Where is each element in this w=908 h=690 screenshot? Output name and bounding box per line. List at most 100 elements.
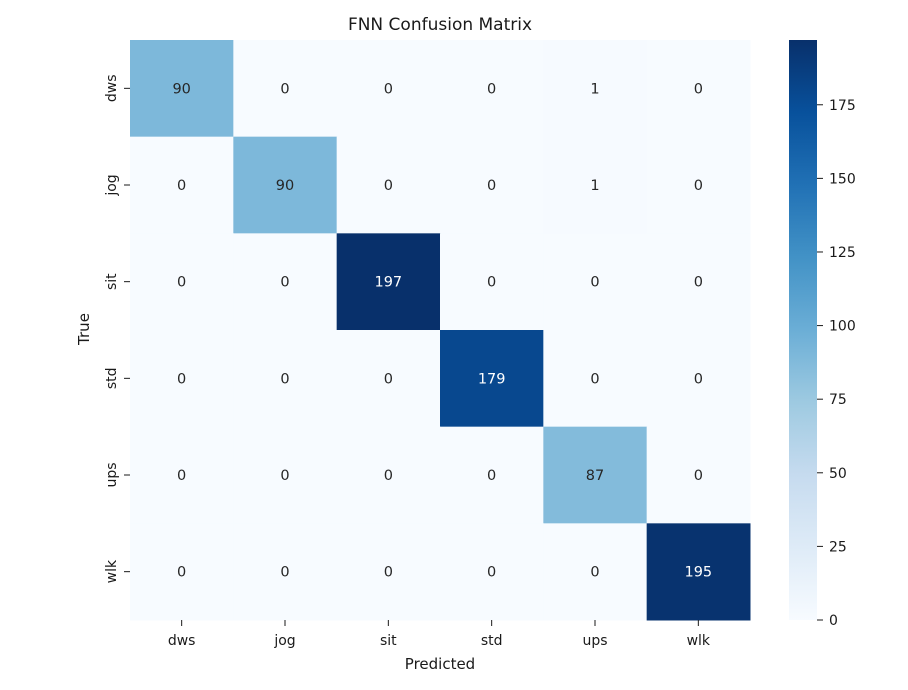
cell-value-label: 0	[384, 565, 393, 581]
cell-value-label: 0	[694, 275, 703, 291]
cell-value-label: 0	[384, 178, 393, 194]
colorbar-tick-label: 175	[829, 98, 856, 114]
cell-value-label: 0	[384, 468, 393, 484]
y-tick-label: std	[104, 367, 120, 389]
cell-value-label: 0	[487, 565, 496, 581]
cell-value-label: 0	[590, 371, 599, 387]
heatmap-cell	[336, 136, 441, 234]
cell-value-label: 0	[177, 275, 186, 291]
y-tick-label: jog	[104, 174, 120, 196]
heatmap-cell	[646, 233, 751, 331]
heatmap-cell	[543, 233, 648, 331]
heatmap-cell	[336, 523, 441, 621]
colorbar	[789, 40, 817, 620]
colorbar-tick-label: 150	[829, 171, 856, 187]
heatmap-cell	[336, 426, 441, 524]
heatmap-cell	[130, 136, 234, 234]
cell-value-label: 0	[590, 565, 599, 581]
y-tick-label: sit	[104, 273, 120, 290]
heatmap-cell	[130, 233, 234, 331]
cell-value-label: 90	[276, 178, 294, 194]
colorbar-ticks: 0 25 50 75 100 125 150 175	[817, 98, 856, 629]
cell-value-label: 0	[177, 468, 186, 484]
cell-value-label: 0	[177, 178, 186, 194]
heatmap-cell	[440, 233, 544, 331]
cell-value-label: 0	[694, 468, 703, 484]
cell-value-label: 0	[280, 468, 289, 484]
cell-value-label: 0	[177, 371, 186, 387]
heatmap-cell	[440, 426, 544, 524]
colorbar-tick-label: 0	[829, 613, 838, 629]
cell-value-label: 90	[172, 81, 190, 97]
cell-value-label: 0	[384, 371, 393, 387]
heatmap-cell	[130, 523, 234, 621]
cell-value-label: 0	[590, 275, 599, 291]
y-axis: dws jog sit std ups wlk	[104, 75, 130, 583]
colorbar-tick-label: 75	[829, 392, 847, 408]
cell-value-label: 0	[177, 565, 186, 581]
heatmap-cell-labels: 90 0 0 0 1 0 0 90 0 0 1 0 0 0 197 0 0 0 0 0 0 179 0 0 0 0 0 0 87 0 0 0 0…	[172, 81, 712, 580]
y-tick-label: dws	[104, 75, 120, 103]
heatmap-cell	[233, 523, 338, 621]
colorbar-tick-label: 50	[829, 466, 847, 482]
cell-value-label: 87	[586, 468, 604, 484]
cell-value-label: 1	[590, 81, 599, 97]
cell-value-label: 197	[374, 275, 402, 291]
cell-value-label: 195	[684, 565, 712, 581]
heatmap-cell	[336, 40, 441, 138]
x-tick-label: dws	[168, 633, 196, 649]
cell-value-label: 0	[694, 178, 703, 194]
heatmap-cell	[646, 523, 751, 621]
heatmap-cell	[233, 233, 338, 331]
y-axis-label: True	[75, 313, 93, 346]
x-tick-label: sit	[380, 633, 397, 649]
heatmap-cell	[646, 330, 751, 428]
x-tick-label: ups	[582, 633, 607, 649]
cell-value-label: 0	[487, 468, 496, 484]
heatmap-cell	[233, 330, 338, 428]
cell-value-label: 0	[280, 565, 289, 581]
heatmap-cell	[440, 40, 544, 138]
x-axis: dws jog sit std ups wlk	[168, 620, 711, 649]
cell-value-label: 0	[384, 81, 393, 97]
cell-value-label: 179	[478, 371, 506, 387]
heatmap-cell	[646, 40, 751, 138]
heatmap-cell	[233, 426, 338, 524]
cell-value-label: 0	[487, 178, 496, 194]
colorbar-tick-label: 100	[829, 319, 856, 335]
cell-value-label: 0	[694, 371, 703, 387]
heatmap-cell	[130, 40, 234, 138]
heatmap-cell	[543, 330, 648, 428]
heatmap-cell	[440, 330, 544, 428]
heatmap-cell	[336, 330, 441, 428]
x-axis-label: Predicted	[405, 655, 475, 673]
heatmap-cell	[233, 136, 338, 234]
chart-title: FNN Confusion Matrix	[348, 15, 532, 35]
heatmap-cell	[646, 426, 751, 524]
colorbar-tick-label: 25	[829, 539, 847, 555]
x-tick-label: wlk	[687, 633, 711, 649]
heatmap-cell	[440, 523, 544, 621]
x-tick-label: jog	[273, 633, 295, 649]
colorbar-tick-label: 125	[829, 245, 856, 261]
cell-value-label: 0	[280, 371, 289, 387]
cell-value-label: 0	[487, 81, 496, 97]
y-tick-label: wlk	[104, 559, 120, 583]
heatmap-cell	[130, 330, 234, 428]
heatmap-cells	[130, 40, 751, 621]
x-tick-label: std	[481, 633, 503, 649]
cell-value-label: 0	[280, 81, 289, 97]
heatmap-cell	[130, 426, 234, 524]
heatmap-cell	[233, 40, 338, 138]
heatmap-cell	[543, 426, 648, 524]
heatmap-cell	[440, 136, 544, 234]
cell-value-label: 0	[694, 81, 703, 97]
heatmap-cell	[543, 40, 648, 138]
heatmap-cell	[543, 136, 648, 234]
cell-value-label: 0	[487, 275, 496, 291]
heatmap-cell	[646, 136, 751, 234]
cell-value-label: 0	[280, 275, 289, 291]
heatmap-cell	[543, 523, 648, 621]
heatmap-cell	[336, 233, 441, 331]
